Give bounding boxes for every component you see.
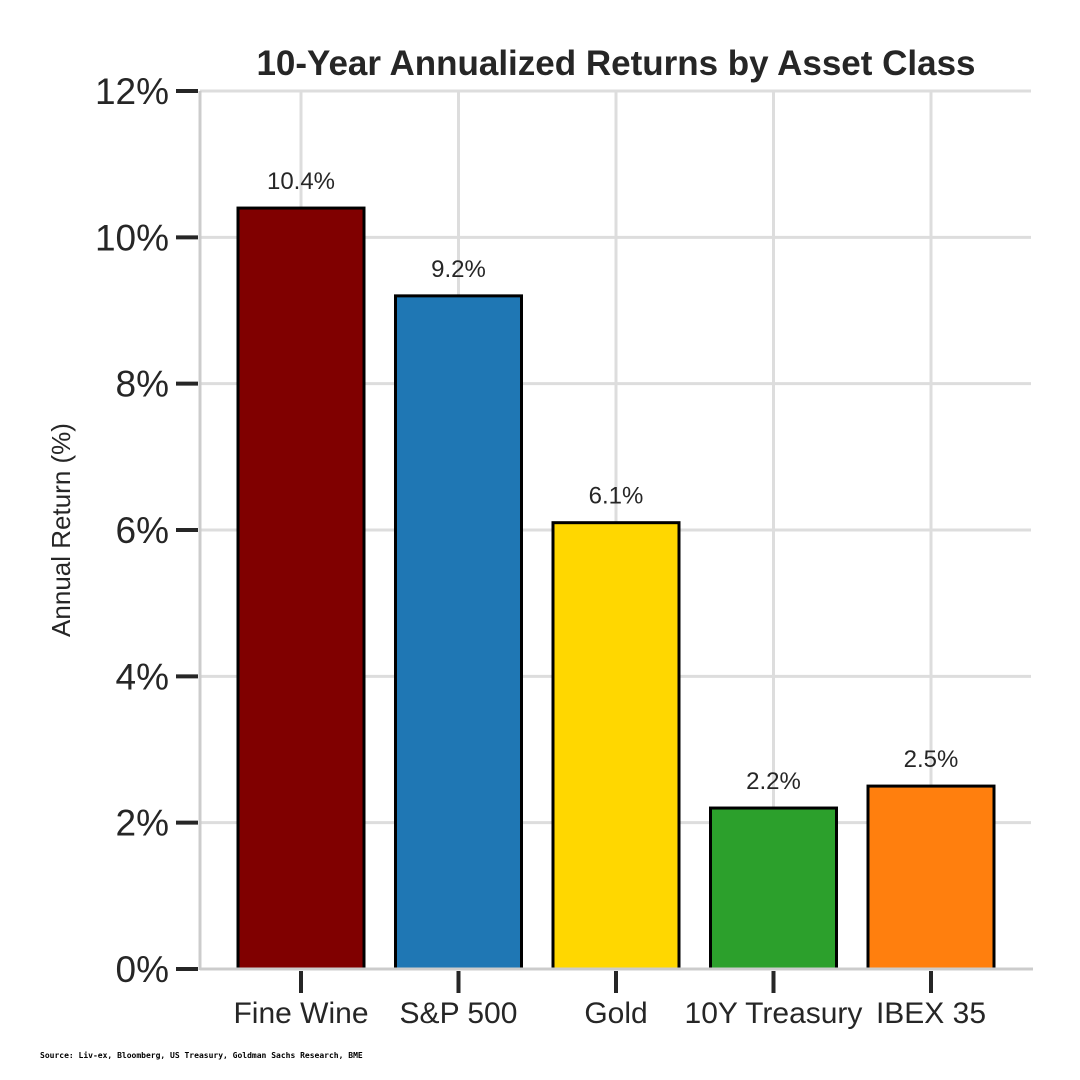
y-tick-label: 6% xyxy=(116,510,169,551)
bar xyxy=(236,206,366,971)
chart-title: 10-Year Annualized Returns by Asset Clas… xyxy=(256,44,975,83)
data-label: 10.4% xyxy=(267,168,335,195)
y-tick-label: 10% xyxy=(95,217,169,258)
x-tick-label: 10Y Treasury xyxy=(685,997,863,1030)
y-tick-label: 12% xyxy=(95,71,169,112)
y-axis-label: Annual Return (%) xyxy=(46,423,76,637)
data-label: 6.1% xyxy=(589,483,644,510)
x-tick-label: Gold xyxy=(584,997,647,1030)
y-tick-label: 0% xyxy=(116,949,169,990)
bars xyxy=(236,206,996,971)
y-tick-label: 2% xyxy=(116,803,169,844)
x-tick-label: IBEX 35 xyxy=(876,997,986,1030)
x-tick-label: Fine Wine xyxy=(233,997,368,1030)
y-tick-label: 8% xyxy=(116,364,169,405)
source-note: Source: Liv-ex, Bloomberg, US Treasury, … xyxy=(40,1050,363,1060)
y-tick-label: 4% xyxy=(116,656,169,697)
data-label: 2.2% xyxy=(746,768,801,795)
tick-labels: 0% 2% 4% 6% 8% 10% 12% Fine Wine S&P 500 Gold 10Y … xyxy=(95,71,986,1030)
bar xyxy=(551,521,681,971)
bar xyxy=(709,806,838,971)
bar xyxy=(866,784,996,971)
data-labels: 10.4% 9.2% 6.1% 2.2% 2.5% xyxy=(267,168,958,795)
data-label: 9.2% xyxy=(431,256,486,283)
x-tick-label: S&P 500 xyxy=(400,997,518,1030)
axes xyxy=(176,89,1033,993)
data-label: 2.5% xyxy=(904,746,959,773)
bar xyxy=(394,294,523,971)
